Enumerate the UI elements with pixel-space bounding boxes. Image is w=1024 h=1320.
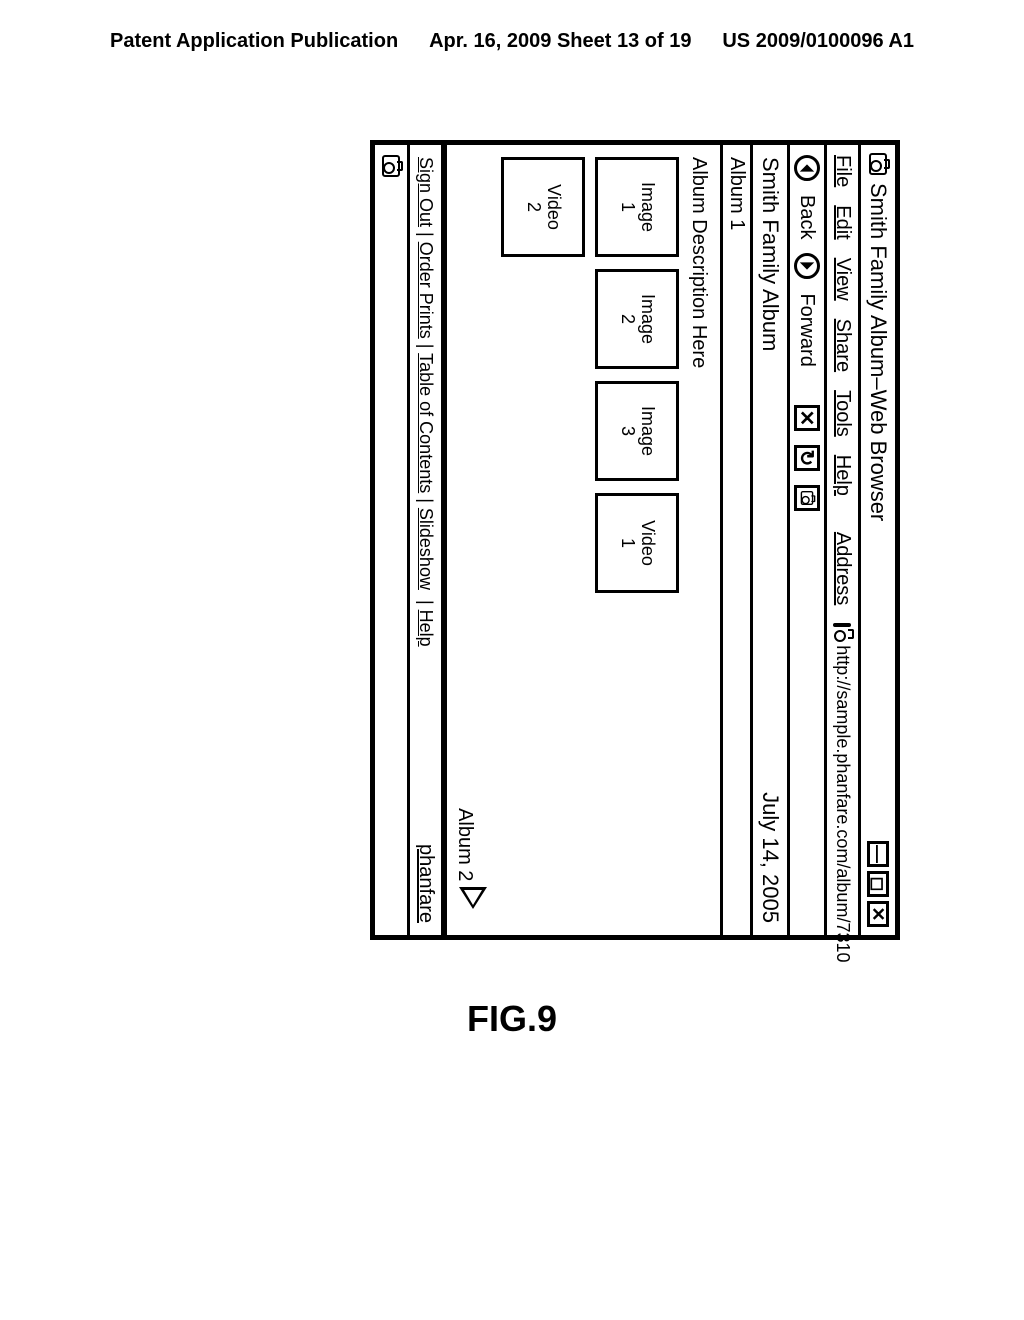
- thumb-row-1: Image1 Image2 Image3 Video1: [595, 157, 679, 923]
- link-signout[interactable]: Sign Out: [416, 157, 436, 227]
- stop-icon[interactable]: ✕: [794, 405, 820, 431]
- browser-window: Smith Family Album–Web Browser — ◻ ✕ Fil…: [370, 140, 900, 940]
- back-icon[interactable]: [794, 155, 820, 181]
- footer-link-group: Sign Out | Order Prints | Table of Conte…: [415, 157, 436, 647]
- address-url[interactable]: http://sample.phanfare.com/album/7310: [832, 645, 853, 962]
- album-subtitle: Album 1: [720, 145, 750, 935]
- album-body: Album Description Here Image1 Image2 Ima…: [444, 145, 720, 935]
- chevron-right-icon: [459, 887, 487, 909]
- forward-label[interactable]: Forward: [796, 293, 819, 366]
- thumb-image-1[interactable]: Image1: [595, 157, 679, 257]
- link-order-prints[interactable]: Order Prints: [416, 242, 436, 339]
- header-left: Patent Application Publication: [110, 30, 398, 53]
- window-title: Smith Family Album–Web Browser: [865, 183, 891, 833]
- pager-next[interactable]: Album 2: [453, 808, 487, 909]
- app-icon: [869, 153, 887, 175]
- album-date: July 14, 2005: [757, 792, 783, 923]
- album-title: Smith Family Album: [757, 157, 783, 351]
- statusbar: [375, 145, 407, 935]
- thumb-video-2[interactable]: Video2: [501, 157, 585, 257]
- home-icon[interactable]: [794, 485, 820, 511]
- menu-view[interactable]: View: [831, 258, 854, 301]
- close-button[interactable]: ✕: [867, 901, 889, 927]
- rotated-browser-container: Smith Family Album–Web Browser — ◻ ✕ Fil…: [200, 140, 900, 940]
- forward-icon[interactable]: [794, 253, 820, 279]
- link-slideshow[interactable]: Slideshow: [416, 508, 436, 590]
- album-header: Smith Family Album July 14, 2005: [750, 145, 787, 935]
- album-pager: Album 2: [453, 157, 491, 923]
- brand-label[interactable]: phanfare: [414, 844, 437, 923]
- menu-edit[interactable]: Edit: [831, 205, 854, 239]
- figure-label: FIG.9: [0, 998, 1024, 1040]
- header-right: US 2009/0100096 A1: [722, 30, 914, 53]
- menu-file[interactable]: File: [831, 155, 854, 187]
- header-center: Apr. 16, 2009 Sheet 13 of 19: [429, 30, 691, 53]
- status-icon: [382, 155, 400, 177]
- menu-help[interactable]: Help: [831, 455, 854, 496]
- back-label[interactable]: Back: [796, 195, 819, 239]
- thumb-video-1[interactable]: Video1: [595, 493, 679, 593]
- refresh-icon[interactable]: ↻: [794, 445, 820, 471]
- footer-links: Sign Out | Order Prints | Table of Conte…: [407, 145, 444, 935]
- thumb-image-2[interactable]: Image2: [595, 269, 679, 369]
- link-toc[interactable]: Table of Contents: [416, 353, 436, 493]
- menu-tools[interactable]: Tools: [831, 390, 854, 437]
- thumb-row-2: Video2: [501, 157, 585, 923]
- thumb-image-3[interactable]: Image3: [595, 381, 679, 481]
- menubar: File Edit View Share Tools Help Address …: [824, 145, 858, 935]
- patent-header: Patent Application Publication Apr. 16, …: [0, 0, 1024, 63]
- link-help[interactable]: Help: [416, 610, 436, 647]
- navbar: Back Forward ✕ ↻: [787, 145, 824, 935]
- minimize-button[interactable]: —: [867, 841, 889, 867]
- window-controls: — ◻ ✕: [867, 841, 889, 927]
- pager-next-label: Album 2: [454, 808, 476, 881]
- titlebar: Smith Family Album–Web Browser — ◻ ✕: [858, 145, 895, 935]
- album-description: Album Description Here: [687, 157, 710, 923]
- address-label: Address: [831, 532, 854, 605]
- address-icon: [834, 623, 852, 627]
- maximize-button[interactable]: ◻: [867, 871, 889, 897]
- menu-share[interactable]: Share: [831, 319, 854, 372]
